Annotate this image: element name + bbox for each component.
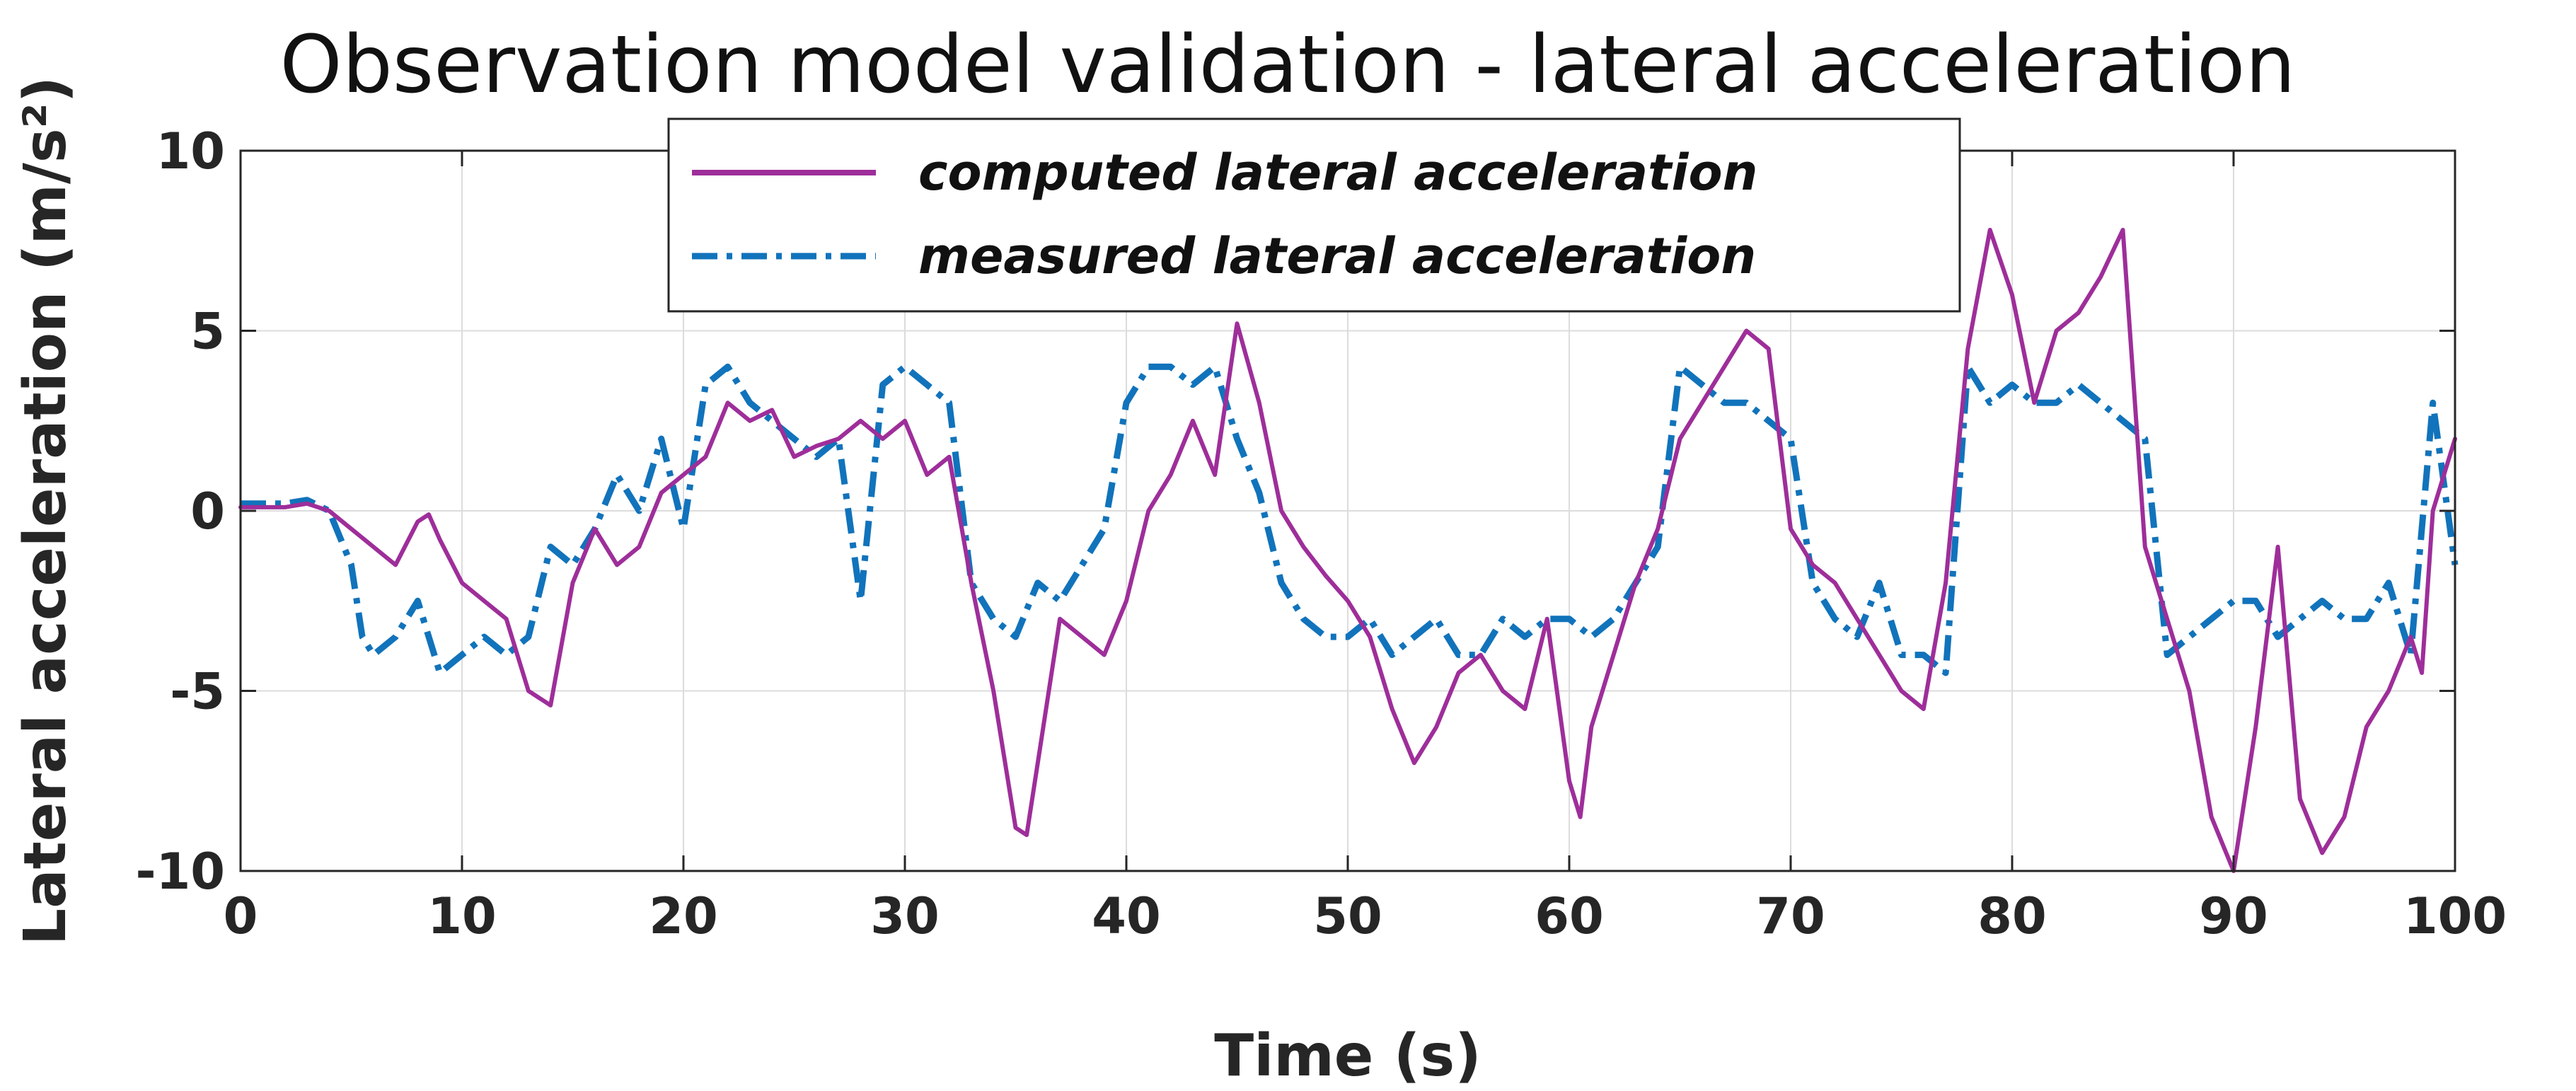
x-tick-label: 40 xyxy=(1092,887,1160,945)
legend-box xyxy=(667,117,1961,313)
x-tick-label: 100 xyxy=(2403,887,2507,945)
legend: computed lateral acceleration measured l… xyxy=(667,117,1961,313)
y-tick-label: -10 xyxy=(136,843,225,901)
y-axis-label: Lateral acceleration (m/s²) xyxy=(12,76,79,945)
y-tick-label: 5 xyxy=(190,303,225,361)
x-tick-label: 10 xyxy=(427,887,496,945)
x-tick-label: 0 xyxy=(224,887,258,945)
chart-title: Observation model validation - lateral a… xyxy=(280,19,2296,111)
y-tick-label: -5 xyxy=(170,663,225,721)
x-tick-label: 90 xyxy=(2199,887,2268,945)
y-tick-label: 0 xyxy=(190,483,225,541)
series-layer xyxy=(238,228,2459,873)
series-line-measured xyxy=(241,363,2459,676)
legend-label-computed: computed lateral acceleration xyxy=(918,144,1757,202)
x-tick-label: 70 xyxy=(1756,887,1825,945)
x-tick-label: 50 xyxy=(1313,887,1382,945)
x-tick-label: 20 xyxy=(649,887,717,945)
y-tick-label: 10 xyxy=(156,122,225,180)
x-tick-label: 60 xyxy=(1535,887,1603,945)
series-line-computed xyxy=(238,228,2457,873)
x-tick-label: 30 xyxy=(870,887,939,945)
x-axis-label: Time (s) xyxy=(1214,1022,1481,1090)
x-tick-label: 80 xyxy=(1977,887,2046,945)
legend-label-measured: measured lateral acceleration xyxy=(918,227,1756,285)
